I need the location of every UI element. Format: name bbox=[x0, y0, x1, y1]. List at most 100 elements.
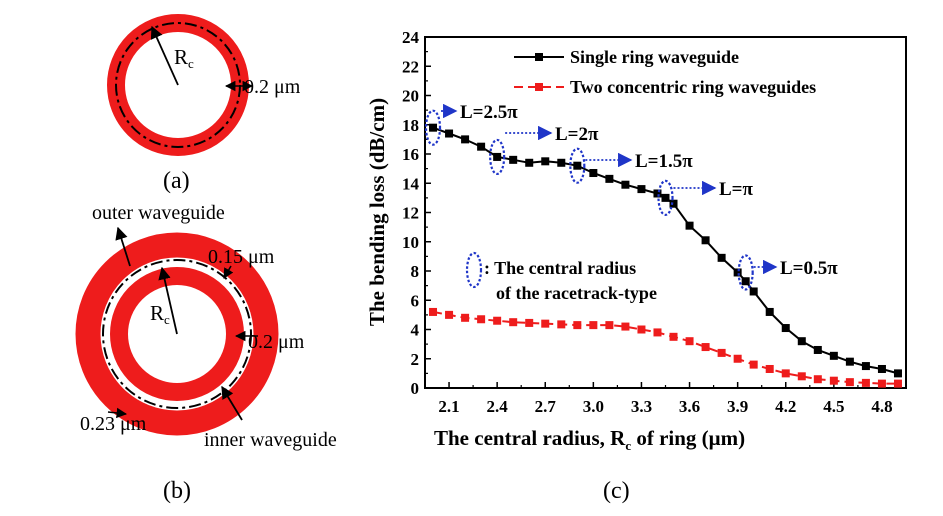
concentric-point bbox=[781, 369, 790, 378]
concentric-point bbox=[621, 322, 630, 331]
concentric-series-line bbox=[432, 310, 898, 385]
inner-waveguide-label: inner waveguide bbox=[204, 429, 337, 451]
note-line-2: of the racetrack-type bbox=[496, 283, 657, 303]
concentric-point bbox=[525, 318, 534, 327]
single-ring-point bbox=[797, 337, 806, 346]
single-ring-point bbox=[701, 236, 710, 245]
inner-pointer-arrow bbox=[221, 385, 243, 421]
concentric-point bbox=[653, 328, 662, 337]
y-tick-label: 16 bbox=[402, 145, 419, 164]
width-label: 0.2 μm bbox=[244, 76, 301, 98]
y-tick-label: 14 bbox=[402, 174, 420, 193]
plot-frame bbox=[424, 36, 907, 389]
single-ring-point bbox=[669, 199, 678, 208]
outer-width-label: 0.23 μm bbox=[80, 413, 147, 435]
single-ring-point bbox=[813, 345, 822, 354]
x-axis-label: The central radius, Rc of ring (μm) bbox=[434, 426, 745, 453]
single-ring-point bbox=[637, 185, 646, 194]
x-tick-label: 3.0 bbox=[583, 397, 604, 416]
note-ellipse-icon bbox=[465, 251, 483, 289]
racetrack-ellipse-marker bbox=[737, 254, 754, 291]
legend-marker-concentric bbox=[535, 83, 543, 91]
annotation-label: L=π bbox=[719, 179, 753, 200]
y-tick-label: 0 bbox=[411, 379, 420, 398]
annotation-label: L=0.5π bbox=[780, 258, 838, 279]
inner-width-label: 0.2 μm bbox=[248, 331, 305, 353]
concentric-point bbox=[893, 379, 902, 388]
x-tick-label: 3.6 bbox=[679, 397, 700, 416]
concentric-point bbox=[509, 318, 518, 327]
central-radius-line bbox=[102, 259, 252, 409]
single-ring-point bbox=[717, 253, 726, 262]
outer-pointer-arrow bbox=[115, 226, 131, 267]
y-tick-label: 20 bbox=[402, 87, 419, 106]
concentric-point bbox=[589, 321, 598, 330]
gap-label: 0.15 μm bbox=[208, 246, 275, 268]
annotation-label: L=2.5π bbox=[460, 102, 518, 123]
single-ring-point bbox=[765, 307, 774, 316]
concentric-point bbox=[669, 332, 678, 341]
legend-marker-single bbox=[535, 53, 543, 61]
racetrack-ellipse-marker bbox=[657, 179, 674, 216]
single-ring-point bbox=[429, 123, 438, 132]
single-ring-point bbox=[493, 152, 502, 161]
single-ring-point bbox=[461, 135, 470, 144]
single-ring-point bbox=[541, 157, 550, 166]
chart-series bbox=[429, 123, 902, 388]
caption-c: (c) bbox=[603, 478, 630, 504]
x-tick-label: 4.2 bbox=[775, 397, 796, 416]
single-ring-point bbox=[477, 142, 486, 151]
single-ring-point bbox=[525, 158, 534, 167]
single-ring-point bbox=[661, 193, 670, 202]
concentric-point bbox=[749, 360, 758, 369]
concentric-point bbox=[765, 364, 774, 373]
single-ring-point bbox=[845, 357, 854, 366]
single-ring-point bbox=[685, 221, 694, 230]
legend-label-single: Single ring waveguide bbox=[570, 47, 739, 67]
concentric-point bbox=[701, 343, 710, 352]
single-ring-point bbox=[605, 174, 614, 183]
single-ring-point bbox=[509, 155, 518, 164]
outer-width-arrow bbox=[107, 407, 128, 419]
racetrack-ellipse-marker bbox=[489, 138, 506, 176]
y-tick-label: 18 bbox=[402, 116, 419, 135]
concentric-point bbox=[493, 316, 502, 325]
annotation-label: L=1.5π bbox=[635, 151, 693, 172]
single-ring-point bbox=[829, 351, 838, 360]
concentric-point bbox=[845, 378, 854, 387]
x-tick-label: 4.8 bbox=[871, 397, 892, 416]
concentric-point bbox=[813, 375, 822, 384]
concentric-point bbox=[429, 307, 438, 316]
concentric-point bbox=[605, 321, 614, 330]
radius-label-b: Rc bbox=[150, 301, 170, 327]
y-axis-label: The bending loss (dB/cm) bbox=[365, 98, 389, 326]
note-line-1: : The central radius bbox=[484, 258, 636, 278]
chart-annotations: L=2.5π L=2π L=1.5π L=π L=0.5π bbox=[424, 102, 838, 291]
concentric-point bbox=[877, 379, 886, 388]
concentric-point bbox=[461, 313, 470, 322]
panel-b: outer waveguide Rc 0.15 μm 0.2 μm 0.23 μ… bbox=[75, 202, 337, 504]
y-tick-label: 12 bbox=[402, 204, 419, 223]
radius-label: Rc bbox=[174, 45, 194, 71]
x-tick-label: 3.3 bbox=[631, 397, 652, 416]
y-tick-label: 8 bbox=[411, 262, 420, 281]
single-ring-point bbox=[877, 364, 886, 373]
concentric-point bbox=[477, 315, 486, 324]
y-tick-label: 24 bbox=[402, 28, 420, 47]
radius-arrow bbox=[150, 25, 179, 86]
concentric-point bbox=[861, 378, 870, 387]
concentric-point bbox=[685, 337, 694, 346]
x-tick-labels: 2.1 2.4 2.7 3.0 3.3 3.6 3.9 4.2 4.5 4.8 bbox=[438, 397, 892, 416]
concentric-point bbox=[573, 321, 582, 330]
x-tick-label: 4.5 bbox=[823, 397, 844, 416]
concentric-point bbox=[541, 319, 550, 328]
single-ring-point bbox=[557, 158, 566, 167]
concentric-point bbox=[717, 348, 726, 357]
single-ring-point bbox=[621, 180, 630, 189]
racetrack-ellipse-marker bbox=[424, 109, 442, 146]
single-ring-point bbox=[861, 362, 870, 371]
x-tick-label: 2.4 bbox=[487, 397, 509, 416]
